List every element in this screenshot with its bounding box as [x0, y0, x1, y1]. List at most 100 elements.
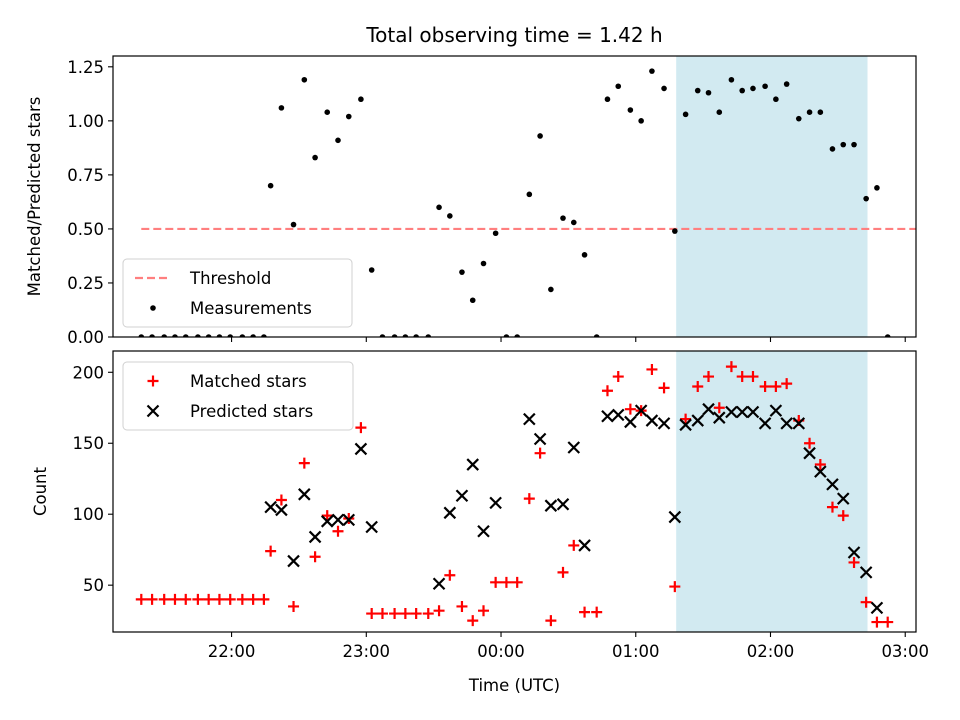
measurement-point: [627, 107, 634, 113]
measurement-point: [672, 228, 678, 234]
data-layer: [138, 68, 916, 337]
matched-star-marker: [680, 413, 692, 425]
matched-star-marker: [321, 510, 333, 522]
y-tick-label: 100: [73, 505, 105, 524]
legend-measurement-swatch: [150, 305, 156, 311]
predicted-star-marker: [523, 412, 536, 426]
highlight-band: [676, 351, 868, 632]
measurement-point: [138, 334, 145, 337]
measurement-point: [239, 334, 246, 337]
measurement-point: [149, 334, 155, 337]
matched-star-marker: [557, 566, 569, 578]
measurement-point: [750, 85, 756, 92]
measurement-point: [694, 87, 701, 94]
matched-star-marker: [646, 363, 658, 375]
predicted-star-marker: [826, 478, 839, 491]
measurement-point: [806, 109, 813, 115]
y-tick-label: 1.25: [67, 58, 104, 77]
matched-star-marker: [848, 556, 860, 568]
matched-star-marker: [500, 576, 512, 588]
x-tick-label: 02:00: [747, 642, 795, 661]
matched-star-marker: [814, 459, 826, 471]
measurement-point: [436, 204, 442, 211]
chart-title: Total observing time = 1.42 h: [365, 23, 662, 47]
predicted-star-marker: [870, 601, 884, 615]
x-axis-label: Time (UTC): [468, 676, 560, 695]
matched-star-marker: [158, 593, 170, 605]
matched-star-marker: [224, 593, 236, 605]
y-axis-label: Count: [31, 466, 50, 516]
measurement-point: [739, 87, 745, 94]
matched-star-marker: [770, 380, 782, 392]
legend-box: [122, 258, 353, 328]
measurement-point: [195, 334, 201, 337]
predicted-star-marker: [275, 503, 288, 517]
bottom-panel: 50 100 150 200 22:00 23:00 00:00 01:00 02:00 03:0…: [31, 350, 929, 661]
predicted-star-marker: [443, 506, 457, 520]
matched-star-marker: [511, 576, 523, 588]
legend-predicted-swatch: [146, 404, 160, 418]
matched-star-marker: [332, 525, 344, 537]
matched-star-marker: [725, 361, 737, 373]
top-panel: 0.00 0.25 0.50 0.75 1.00 1.25 Matched/Predicte…: [25, 55, 917, 347]
matched-star-marker: [399, 608, 411, 620]
matched-star-marker: [146, 593, 158, 605]
measurement-point: [205, 334, 212, 337]
y-tick-label: 0.00: [67, 328, 104, 347]
matched-star-marker: [747, 371, 759, 383]
matched-star-marker: [309, 551, 321, 563]
matched-star-marker: [669, 581, 681, 593]
predicted-star-marker: [645, 414, 659, 427]
matched-star-marker: [433, 605, 445, 617]
matched-star-marker: [376, 608, 388, 620]
predicted-star-marker: [544, 499, 558, 512]
matched-star-marker: [837, 510, 849, 522]
matched-star-marker: [467, 615, 479, 627]
predicted-star-marker: [725, 405, 738, 419]
predicted-star-marker: [780, 417, 793, 430]
matched-star-marker: [258, 593, 270, 605]
matched-star-marker: [298, 457, 310, 469]
measurement-point: [526, 191, 533, 198]
legend-matched-swatch: [147, 375, 159, 387]
measurement-point: [840, 141, 847, 148]
plot-frame: [112, 350, 917, 633]
measurement-point: [335, 137, 341, 144]
matched-star-marker: [882, 616, 894, 628]
matched-star-marker: [826, 501, 838, 513]
matched-star-marker: [490, 576, 502, 588]
matched-star-marker: [236, 593, 248, 605]
matched-star-marker: [736, 371, 748, 383]
measurement-point: [182, 334, 189, 337]
predicted-star-marker: [455, 489, 469, 503]
predicted-star-marker: [713, 411, 726, 424]
matched-star-marker: [265, 545, 277, 557]
predicted-star-marker: [489, 496, 502, 510]
matched-star-marker: [247, 593, 259, 605]
y-tick-label: 0.75: [67, 166, 104, 185]
predicted-star-marker: [679, 418, 692, 432]
measurement-point: [604, 96, 611, 103]
measurement-point: [615, 83, 622, 90]
measurement-point: [649, 68, 655, 74]
predicted-star-marker: [803, 446, 816, 460]
predicted-star-marker: [836, 492, 850, 505]
measurement-point: [447, 213, 453, 219]
measurement-point: [829, 146, 836, 152]
predicted-star-marker: [466, 458, 480, 471]
measurement-point: [593, 334, 600, 337]
predicted-star-marker: [287, 554, 300, 568]
measurement-point: [783, 81, 790, 87]
matched-star-marker: [804, 437, 816, 449]
measurement-point: [312, 154, 318, 161]
measurement-point: [278, 105, 285, 111]
predicted-star-marker: [354, 442, 368, 456]
measurement-point: [459, 269, 465, 275]
measurement-point: [817, 109, 824, 115]
y-tick-label: 0.25: [67, 274, 104, 293]
measurement-point: [560, 215, 566, 221]
predicted-star-marker: [702, 402, 715, 416]
predicted-star-marker: [735, 405, 749, 419]
matched-star-marker: [624, 403, 636, 415]
predicted-star-marker: [298, 488, 311, 501]
